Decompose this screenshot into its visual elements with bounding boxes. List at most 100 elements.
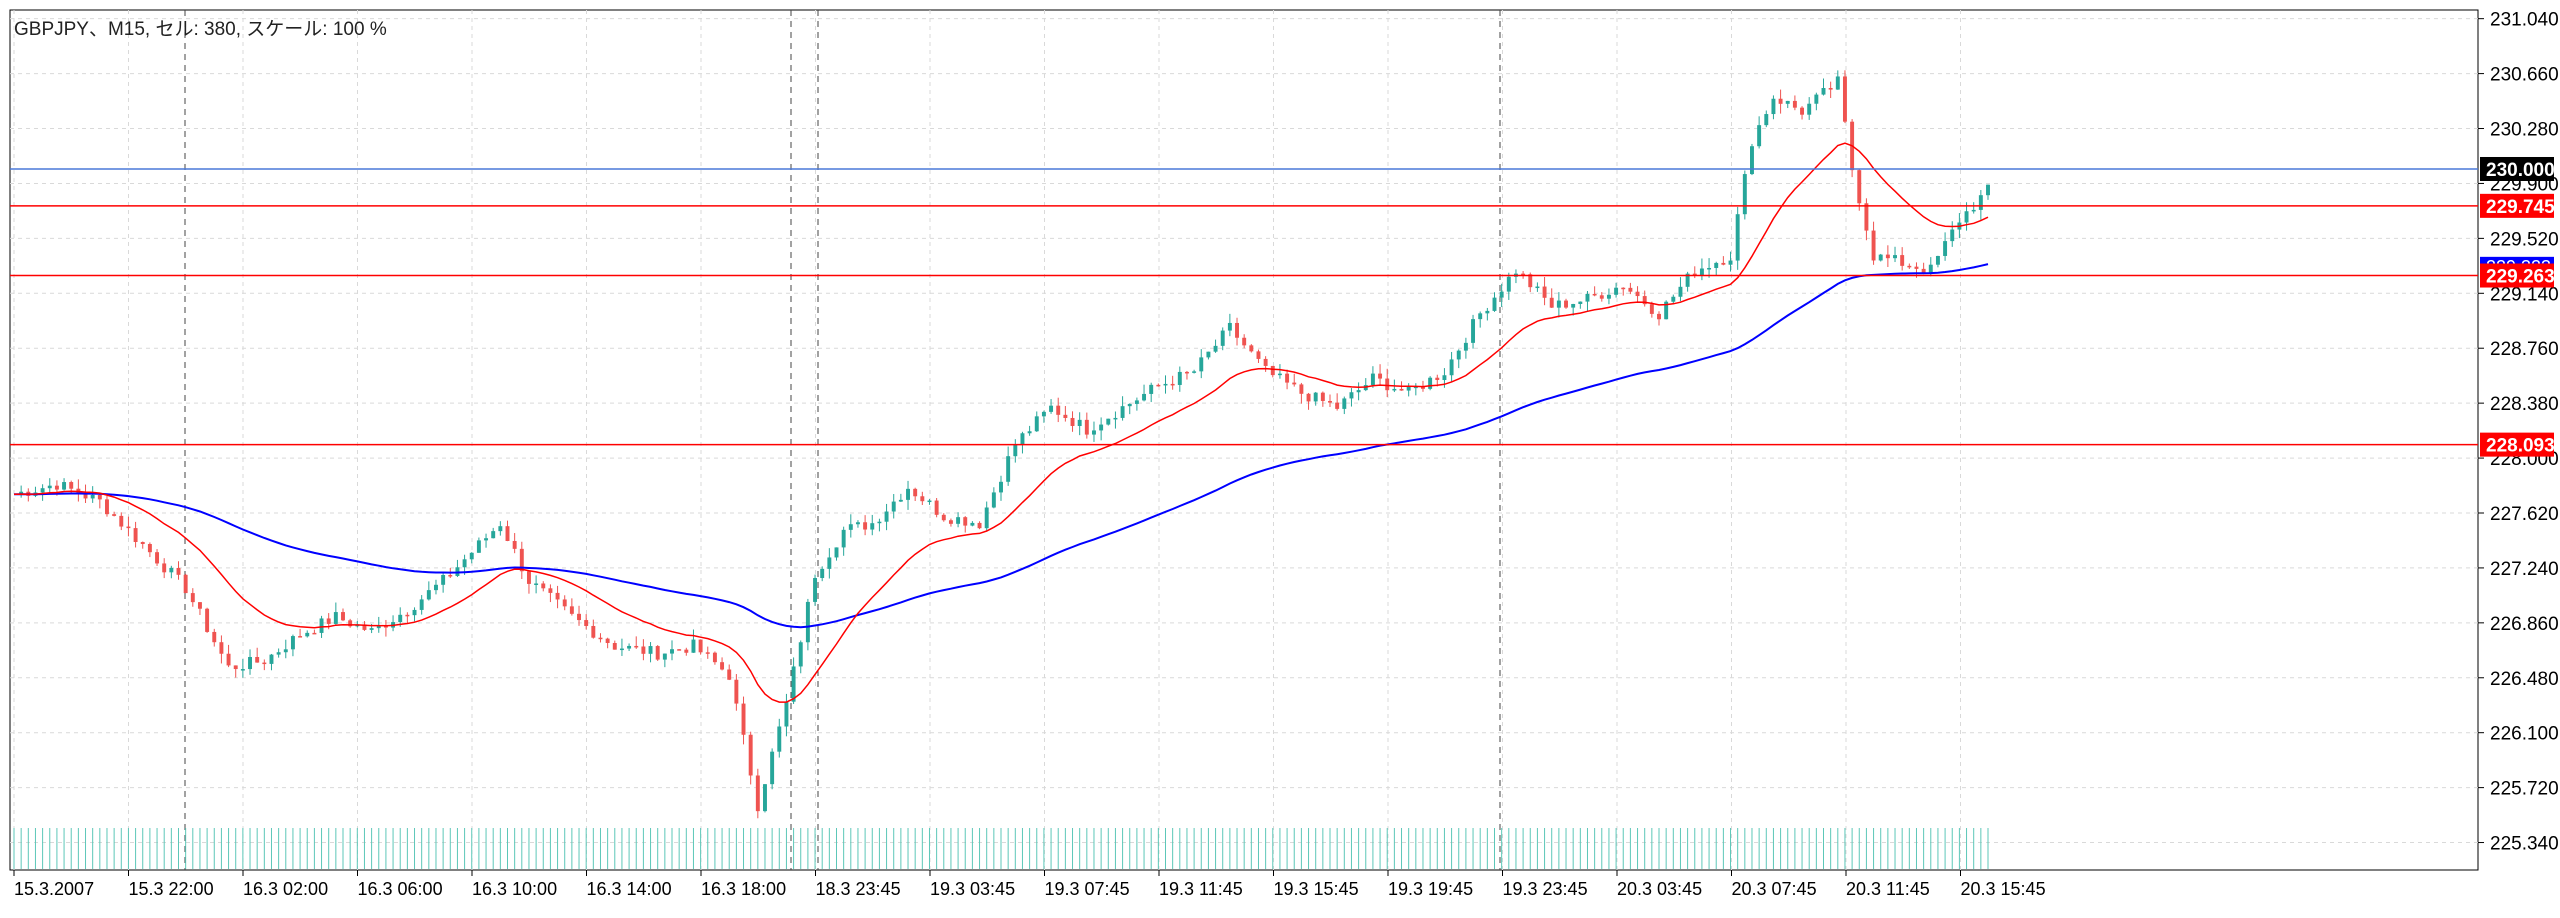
- x-tick-label: 20.3 11:45: [1846, 879, 1930, 899]
- candle-body: [1893, 255, 1897, 259]
- candle-body: [290, 636, 295, 650]
- candle-body: [1156, 384, 1161, 387]
- candle-body: [1192, 371, 1197, 373]
- candle-body: [233, 665, 238, 670]
- candle-body: [1256, 351, 1261, 359]
- candle-body: [1857, 170, 1862, 204]
- price-tag-bg: [2480, 156, 2554, 181]
- candle-body: [1092, 430, 1096, 435]
- y-tick-label: 230.660: [2490, 65, 2559, 86]
- x-tick-label: 19.3 03:45: [930, 879, 1015, 899]
- candle-body: [498, 526, 503, 532]
- candle-body: [348, 620, 353, 627]
- candle-body: [920, 496, 925, 502]
- candle-body: [1478, 313, 1483, 320]
- candle-body: [927, 500, 932, 503]
- candle-body: [1120, 406, 1125, 418]
- candle-body: [97, 494, 102, 500]
- candle-body: [534, 583, 539, 585]
- candle-body: [1606, 294, 1611, 299]
- candle-body: [1499, 291, 1504, 298]
- candle-body: [1299, 384, 1304, 394]
- candle-body: [1671, 296, 1676, 302]
- candle-body: [140, 542, 145, 545]
- y-tick-label: 225.340: [2490, 834, 2559, 855]
- candle-body: [505, 526, 510, 541]
- candle-body: [877, 521, 882, 524]
- candle-body: [770, 751, 775, 785]
- candle-body: [169, 567, 174, 573]
- candle-body: [820, 568, 825, 579]
- candle-body: [1585, 293, 1590, 302]
- candle-body: [326, 618, 331, 624]
- x-tick-label: 16.3 14:00: [587, 879, 672, 899]
- candle-body: [1964, 211, 1969, 223]
- candle-body: [1907, 265, 1912, 268]
- candle-body: [1757, 125, 1762, 147]
- candle-body: [1292, 382, 1297, 385]
- candle-body: [376, 625, 381, 629]
- candle-body: [1378, 373, 1383, 379]
- candle-body: [47, 485, 52, 489]
- candle-body: [405, 614, 410, 617]
- candle-body: [105, 499, 109, 515]
- y-tick-label: 226.480: [2490, 669, 2559, 690]
- candle-body: [512, 540, 517, 549]
- candle-body: [1900, 255, 1905, 266]
- candle-body: [1249, 345, 1254, 352]
- candle-body: [1342, 398, 1347, 409]
- candle-body: [212, 631, 217, 643]
- candle-body: [641, 646, 646, 654]
- candle-body: [1385, 378, 1390, 391]
- candle-body: [1435, 377, 1440, 380]
- candle-body: [362, 624, 367, 630]
- candle-body: [62, 482, 67, 490]
- candle-body: [548, 588, 553, 593]
- candle-body: [1399, 388, 1404, 391]
- candle-body: [1764, 114, 1769, 126]
- candle-body: [755, 775, 760, 812]
- candle-body: [1020, 433, 1025, 445]
- candle-body: [562, 599, 567, 607]
- candle-body: [205, 608, 210, 632]
- candle-body: [1621, 287, 1626, 290]
- candle-body: [655, 646, 660, 660]
- candle-body: [1013, 444, 1018, 457]
- candle-body: [834, 547, 839, 558]
- candle-body: [90, 494, 95, 499]
- candle-body: [1270, 365, 1275, 376]
- candle-body: [1814, 94, 1819, 104]
- candle-body: [855, 522, 860, 525]
- ma-slow-line: [14, 263, 1989, 629]
- candle-body: [569, 606, 574, 614]
- candle-body: [305, 632, 310, 637]
- x-tick-label: 15.3.2007: [14, 879, 94, 899]
- candle-body: [1392, 388, 1397, 391]
- candle-body: [805, 601, 810, 643]
- candle-body: [1864, 203, 1869, 231]
- candle-body: [1027, 431, 1032, 434]
- candle-body: [870, 523, 875, 530]
- price-tag-label-top: 229.263: [2486, 267, 2555, 288]
- candle-body: [1714, 262, 1719, 268]
- candle-body: [1328, 400, 1332, 403]
- candle-body: [462, 559, 467, 568]
- candle-body: [1800, 107, 1805, 115]
- x-tick-label: 19.3 11:45: [1159, 879, 1243, 899]
- candle-body: [1463, 342, 1468, 351]
- candle-body: [934, 500, 939, 515]
- plot-frame: [9, 9, 2479, 871]
- candle-body: [319, 618, 324, 633]
- candle-body: [1227, 322, 1232, 331]
- candle-body: [1049, 405, 1054, 412]
- candle-body: [119, 515, 124, 527]
- candle-body: [1213, 345, 1218, 352]
- candle-body: [670, 649, 674, 654]
- candle-body: [848, 524, 853, 530]
- candle-body: [977, 522, 982, 529]
- chart-title: GBPJPY、M15, セル: 380, スケール: 100 %: [14, 19, 387, 40]
- x-tick-label: 19.3 15:45: [1274, 879, 1359, 899]
- candle-body: [1077, 419, 1082, 426]
- candle-body: [1978, 195, 1983, 210]
- candle-body: [541, 583, 546, 589]
